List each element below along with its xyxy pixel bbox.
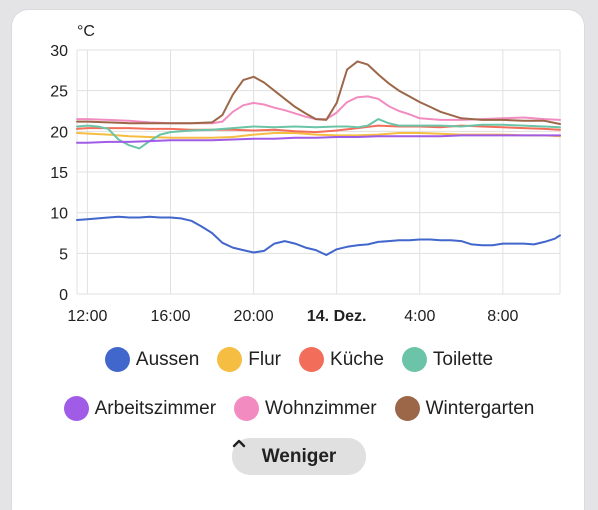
history-card — [12, 10, 584, 510]
series-line-toilette[interactable] — [76, 118, 561, 150]
legend-color-dot — [217, 347, 243, 372]
legend-label: Küche — [330, 348, 384, 370]
x-tick-label: 14. Dez. — [307, 308, 367, 325]
legend-color-dot — [401, 347, 427, 372]
legend-color-dot — [63, 396, 89, 421]
y-tick-label: 10 — [50, 206, 68, 223]
legend-row: Arbeitszimmer Wohnzimmer Wintergarten — [0, 396, 598, 421]
y-tick-label: 25 — [50, 84, 68, 101]
temperature-chart: 0 5 10 15 20 25 30 12:00 16:00 20:00 14. Dez. 4:00… — [50, 23, 561, 325]
y-tick-label: 15 — [50, 165, 68, 182]
legend-color-dot — [394, 396, 420, 421]
chart-series — [76, 60, 561, 256]
legend-item-arbeitszimmer[interactable]: Arbeitszimmer — [63, 396, 217, 421]
legend-item-wohnzimmer[interactable]: Wohnzimmer — [234, 396, 377, 421]
y-tick-label: 30 — [50, 43, 68, 60]
legend-item-wintergarten[interactable]: Wintergarten — [394, 396, 535, 421]
show-less-label: Weniger — [261, 445, 337, 467]
legend-label: Wintergarten — [425, 397, 535, 419]
legend-item-toilette[interactable]: Toilette — [401, 347, 494, 372]
legend-label: Aussen — [135, 348, 200, 370]
x-tick-label: 4:00 — [404, 308, 435, 325]
series-line-aussen[interactable] — [76, 215, 561, 256]
x-axis-ticks: 12:00 16:00 20:00 14. Dez. 4:00 8:00 — [67, 308, 518, 325]
series-line-wintergarten[interactable] — [76, 60, 561, 125]
x-tick-label: 8:00 — [487, 308, 518, 325]
legend-label: Flur — [248, 348, 282, 370]
chart-grid — [76, 49, 561, 295]
legend-item-k-che[interactable]: Küche — [299, 347, 384, 372]
y-tick-label: 0 — [59, 287, 68, 304]
series-line-k-che[interactable] — [76, 124, 561, 134]
legend-color-dot — [299, 347, 325, 372]
y-axis-ticks: 0 5 10 15 20 25 30 — [50, 43, 68, 304]
series-line-arbeitszimmer[interactable] — [76, 134, 561, 144]
legend-label: Arbeitszimmer — [94, 397, 217, 419]
legend-color-dot — [234, 396, 260, 421]
chevron-up-icon — [232, 439, 246, 448]
x-tick-label: 20:00 — [234, 308, 274, 325]
x-tick-label: 12:00 — [67, 308, 107, 325]
legend-item-flur[interactable]: Flur — [217, 347, 281, 372]
show-less-button[interactable]: Weniger — [232, 438, 366, 475]
y-axis-unit-label: °C — [77, 23, 95, 40]
legend-row: Aussen Flur Küche Toilette — [0, 347, 598, 372]
x-tick-label: 16:00 — [150, 308, 190, 325]
legend-color-dot — [104, 347, 130, 372]
legend-label: Wohnzimmer — [265, 397, 377, 419]
y-tick-label: 5 — [59, 246, 68, 263]
legend-item-aussen[interactable]: Aussen — [104, 347, 200, 372]
legend-label: Toilette — [432, 348, 494, 370]
y-tick-label: 20 — [50, 124, 68, 141]
